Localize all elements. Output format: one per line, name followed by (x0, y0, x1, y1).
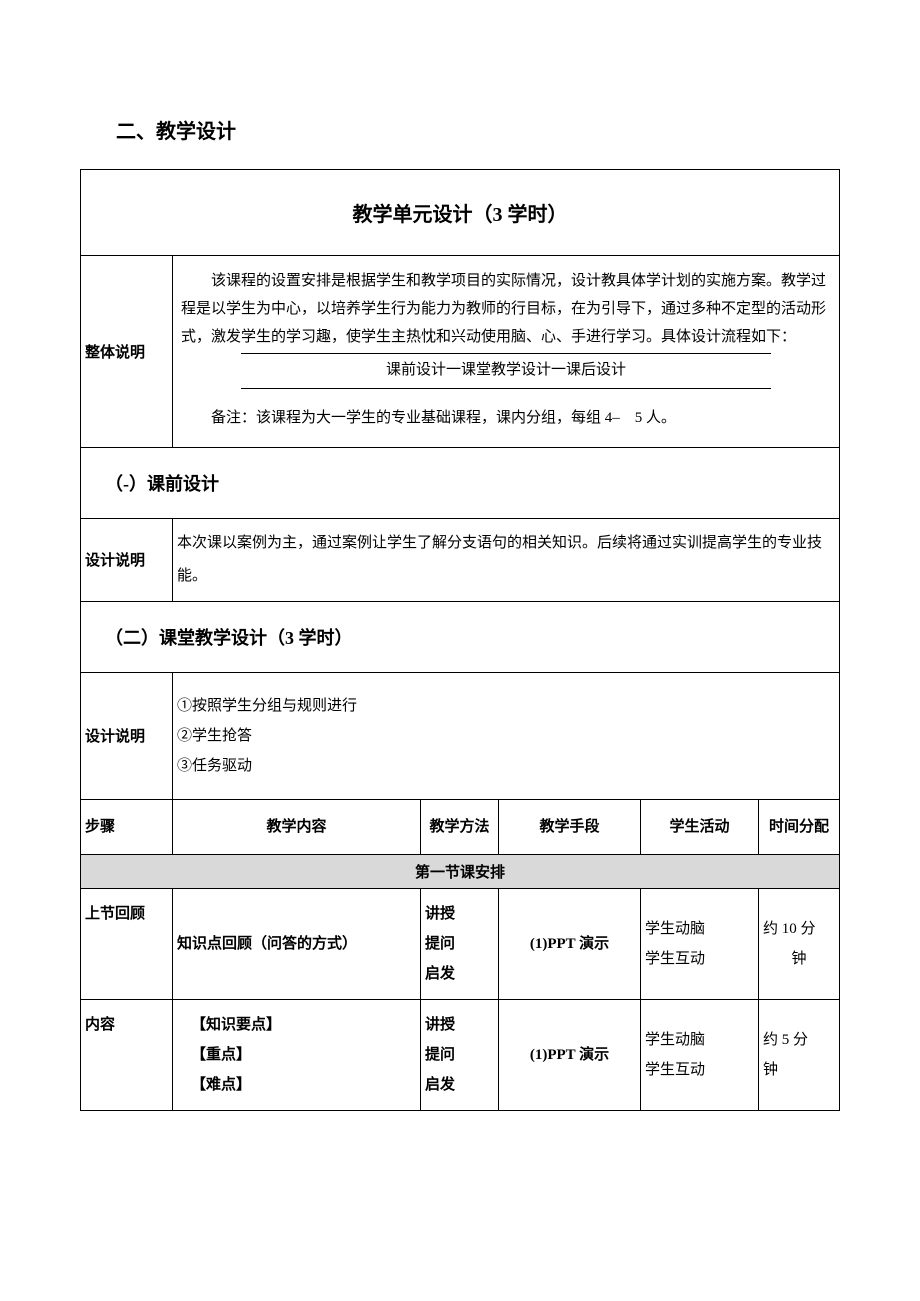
row2-activity-1: 学生动脑 (645, 1025, 705, 1055)
row1-method-1: 讲授 (425, 899, 455, 929)
row2-content-1: 【知识要点】 (191, 1010, 281, 1040)
row2-time: 约 5 分 钟 (759, 1000, 839, 1110)
header-method-l2: 方法 (460, 812, 490, 842)
inclass-content: ①按照学生分组与规则进行 ②学生抢答 ③任务驱动 (173, 673, 839, 799)
row2-method-1: 讲授 (425, 1010, 455, 1040)
inclass-section-title: （二）课堂教学设计（3 学时） (81, 602, 839, 673)
row1-time-l1: 约 10 分 (763, 914, 816, 944)
header-time-l2: 分配 (799, 812, 829, 842)
header-activity: 学生活动 (641, 800, 759, 854)
row1-content: 知识点回顾（问答的方式） (173, 889, 421, 999)
row2-time-l2: 钟 (763, 1055, 778, 1085)
inclass-design-row: 设计说明 ①按照学生分组与规则进行 ②学生抢答 ③任务驱动 (81, 673, 839, 800)
row2-method-3: 启发 (425, 1070, 455, 1100)
inclass-item-2: ②学生抢答 (177, 721, 835, 751)
overall-note: 备注：该课程为大一学生的专业基础课程，课内分组，每组 4– 5 人。 (181, 405, 831, 433)
overall-content: 该课程的设置安排是根据学生和教学项目的实际情况，设计教具体学计划的实施方案。教学… (173, 256, 839, 447)
inclass-item-1: ①按照学生分组与规则进行 (177, 691, 835, 721)
schedule-header-row: 步骤 教学内容 教学 方法 教学手段 学生活动 时间 分配 (81, 800, 839, 855)
row2-step: 内容 (81, 1000, 173, 1110)
main-table: 教学单元设计（3 学时） 整体说明 该课程的设置安排是根据学生和教学项目的实际情… (80, 169, 840, 1111)
page-container: 二、教学设计 教学单元设计（3 学时） 整体说明 该课程的设置安排是根据学生和教… (80, 115, 840, 1111)
row1-activity-1: 学生动脑 (645, 914, 705, 944)
overall-row: 整体说明 该课程的设置安排是根据学生和教学项目的实际情况，设计教具体学计划的实施… (81, 256, 839, 448)
inclass-label: 设计说明 (81, 673, 173, 799)
section-title: 二、教学设计 (80, 115, 840, 144)
row2-content-3: 【难点】 (191, 1070, 251, 1100)
row1-methods: 讲授 提问 启发 (421, 889, 499, 999)
row2-time-l1: 约 5 分 (763, 1025, 808, 1055)
header-time: 时间 分配 (759, 800, 839, 854)
row1-time-l2: 钟 (763, 944, 835, 974)
header-time-l1: 时间 (769, 812, 799, 842)
row1-step: 上节回顾 (81, 889, 173, 999)
row2-method-2: 提问 (425, 1040, 455, 1070)
row1-means: (1)PPT 演示 (499, 889, 641, 999)
row2-means: (1)PPT 演示 (499, 1000, 641, 1110)
preclass-content: 本次课以案例为主，通过案例让学生了解分支语句的相关知识。后续将通过实训提高学生的… (173, 519, 839, 601)
inclass-item-3: ③任务驱动 (177, 751, 835, 781)
row1-method-3: 启发 (425, 959, 455, 989)
schedule-row-1: 上节回顾 知识点回顾（问答的方式） 讲授 提问 启发 (1)PPT 演示 学生动… (81, 889, 839, 1000)
header-means: 教学手段 (499, 800, 641, 854)
design-flow: 课前设计一课堂教学设计一课后设计 (241, 353, 771, 389)
overall-paragraph: 该课程的设置安排是根据学生和教学项目的实际情况，设计教具体学计划的实施方案。教学… (181, 268, 831, 351)
preclass-section-title: （-）课前设计 (81, 448, 839, 519)
schedule-row-2: 内容 【知识要点】 【重点】 【难点】 讲授 提问 启发 (1)PPT 演示 学… (81, 1000, 839, 1110)
row2-content: 【知识要点】 【重点】 【难点】 (173, 1000, 421, 1110)
unit-design-header: 教学单元设计（3 学时） (81, 170, 839, 256)
header-method-l1: 教学 (429, 812, 459, 842)
row2-methods: 讲授 提问 启发 (421, 1000, 499, 1110)
row1-activity-2: 学生互动 (645, 944, 705, 974)
row2-activity-2: 学生互动 (645, 1055, 705, 1085)
overall-label: 整体说明 (81, 256, 173, 447)
row1-method-2: 提问 (425, 929, 455, 959)
header-method: 教学 方法 (421, 800, 499, 854)
row2-activities: 学生动脑 学生互动 (641, 1000, 759, 1110)
row1-activities: 学生动脑 学生互动 (641, 889, 759, 999)
preclass-label: 设计说明 (81, 519, 173, 601)
header-content: 教学内容 (173, 800, 421, 854)
header-step: 步骤 (81, 800, 173, 854)
row2-content-2: 【重点】 (191, 1040, 251, 1070)
preclass-row: 设计说明 本次课以案例为主，通过案例让学生了解分支语句的相关知识。后续将通过实训… (81, 519, 839, 602)
lesson-banner: 第一节课安排 (81, 855, 839, 889)
row1-time: 约 10 分 钟 (759, 889, 839, 999)
